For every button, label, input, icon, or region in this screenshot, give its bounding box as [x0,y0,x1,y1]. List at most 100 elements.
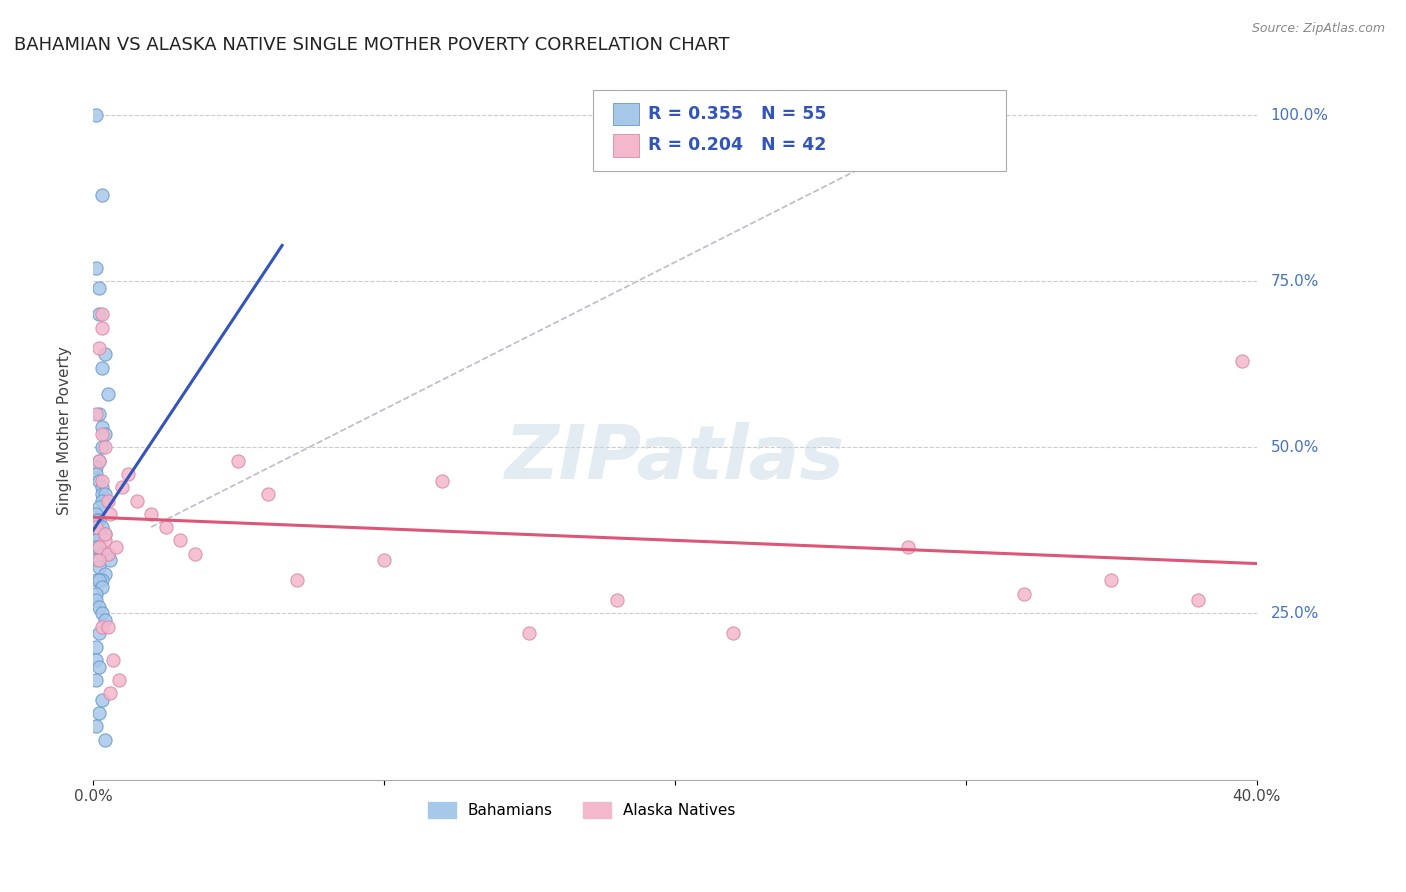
Point [1230,354,1253,368]
Point [87,599,110,614]
Point [111,480,134,494]
Point [606,593,628,607]
Point [90,693,112,707]
Point [90,480,112,494]
Point [93,613,115,627]
Point [90,493,112,508]
Point [93,732,115,747]
Point [93,533,115,548]
Point [93,487,115,501]
Point [87,659,110,673]
Point [87,540,110,554]
Point [90,487,112,501]
Point [285,574,308,588]
Point [84,653,107,667]
Point [84,520,107,534]
Point [90,320,112,334]
Point [100,553,122,567]
Point [125,493,148,508]
Point [90,308,112,322]
Point [84,407,107,421]
Text: R = 0.204   N = 42: R = 0.204 N = 42 [648,136,827,154]
Point [84,540,107,554]
Point [84,507,107,521]
Point [87,540,110,554]
Point [105,540,128,554]
Point [100,686,122,700]
Point [87,407,110,421]
Point [87,513,110,527]
Point [93,441,115,455]
Point [84,260,107,275]
Point [90,474,112,488]
Point [84,640,107,654]
Point [93,427,115,442]
Point [256,487,278,501]
Point [103,653,125,667]
Point [93,347,115,361]
Text: BAHAMIAN VS ALASKA NATIVE SINGLE MOTHER POVERTY CORRELATION CHART: BAHAMIAN VS ALASKA NATIVE SINGLE MOTHER … [14,36,730,54]
FancyBboxPatch shape [613,103,638,125]
Point [184,547,207,561]
Point [96,620,118,634]
Legend: Bahamians, Alaska Natives: Bahamians, Alaska Natives [422,796,741,824]
Point [519,626,541,640]
Point [96,547,118,561]
Point [155,520,177,534]
Point [87,526,110,541]
Point [87,453,110,467]
Point [93,526,115,541]
Text: Source: ZipAtlas.com: Source: ZipAtlas.com [1251,22,1385,36]
Point [100,507,122,521]
Point [87,500,110,515]
Point [90,620,112,634]
Text: 75.0%: 75.0% [1271,274,1319,289]
Point [87,341,110,355]
Point [84,467,107,481]
Point [87,706,110,721]
Point [84,586,107,600]
FancyBboxPatch shape [593,90,1007,170]
Point [84,460,107,475]
Text: R = 0.355   N = 55: R = 0.355 N = 55 [648,105,827,123]
Text: 100.0%: 100.0% [1271,108,1329,122]
Point [84,513,107,527]
Y-axis label: Single Mother Poverty: Single Mother Poverty [58,346,72,516]
Text: 25.0%: 25.0% [1271,606,1319,621]
Point [96,493,118,508]
Point [93,566,115,581]
Point [87,474,110,488]
Point [84,673,107,687]
Point [90,607,112,621]
Point [90,441,112,455]
Point [84,719,107,733]
Point [373,553,395,567]
Point [430,474,453,488]
Point [84,108,107,122]
Point [87,560,110,574]
Text: 50.0%: 50.0% [1271,440,1319,455]
Point [90,520,112,534]
Point [87,281,110,295]
Point [117,467,139,481]
Point [1187,593,1209,607]
Point [90,574,112,588]
Point [228,453,250,467]
FancyBboxPatch shape [613,134,638,157]
Point [84,533,107,548]
Text: ZIPatlas: ZIPatlas [505,422,845,495]
Point [87,553,110,567]
Point [108,673,131,687]
Point [90,427,112,442]
Point [90,187,112,202]
Point [84,574,107,588]
Point [721,626,744,640]
Point [1012,586,1035,600]
Point [96,547,118,561]
Point [169,533,191,548]
Point [93,526,115,541]
Point [90,547,112,561]
Point [87,453,110,467]
Point [84,553,107,567]
Point [96,387,118,401]
